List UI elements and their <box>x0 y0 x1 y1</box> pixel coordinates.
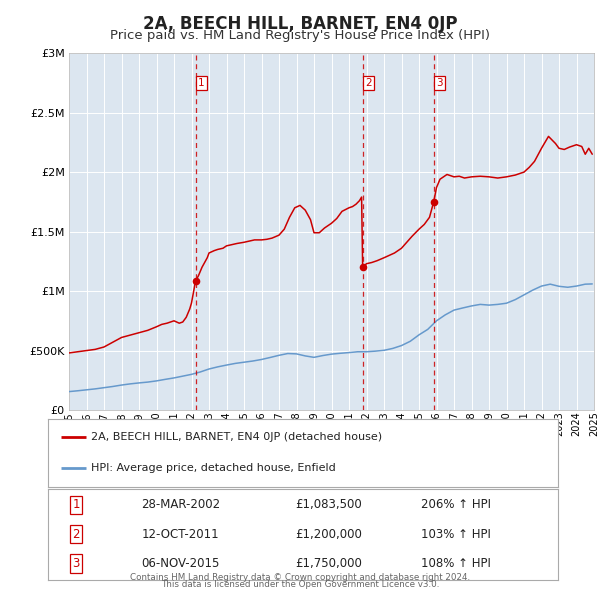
Text: 2A, BEECH HILL, BARNET, EN4 0JP (detached house): 2A, BEECH HILL, BARNET, EN4 0JP (detache… <box>91 432 382 442</box>
Text: 28-MAR-2002: 28-MAR-2002 <box>141 499 220 512</box>
Text: 12-OCT-2011: 12-OCT-2011 <box>142 527 220 541</box>
Text: Price paid vs. HM Land Registry's House Price Index (HPI): Price paid vs. HM Land Registry's House … <box>110 30 490 42</box>
Text: 06-NOV-2015: 06-NOV-2015 <box>142 557 220 570</box>
Text: 206% ↑ HPI: 206% ↑ HPI <box>421 499 491 512</box>
Text: 1: 1 <box>198 78 205 88</box>
Text: Contains HM Land Registry data © Crown copyright and database right 2024.: Contains HM Land Registry data © Crown c… <box>130 573 470 582</box>
Text: 103% ↑ HPI: 103% ↑ HPI <box>421 527 491 541</box>
Text: 2: 2 <box>73 527 80 541</box>
Text: 3: 3 <box>436 78 443 88</box>
Text: HPI: Average price, detached house, Enfield: HPI: Average price, detached house, Enfi… <box>91 463 336 473</box>
Text: 108% ↑ HPI: 108% ↑ HPI <box>421 557 491 570</box>
Text: £1,083,500: £1,083,500 <box>295 499 362 512</box>
Text: This data is licensed under the Open Government Licence v3.0.: This data is licensed under the Open Gov… <box>161 581 439 589</box>
Text: £1,750,000: £1,750,000 <box>295 557 362 570</box>
Text: 2: 2 <box>365 78 372 88</box>
Text: 2A, BEECH HILL, BARNET, EN4 0JP: 2A, BEECH HILL, BARNET, EN4 0JP <box>143 15 457 33</box>
Text: £1,200,000: £1,200,000 <box>295 527 362 541</box>
Text: 1: 1 <box>73 499 80 512</box>
Text: 3: 3 <box>73 557 80 570</box>
